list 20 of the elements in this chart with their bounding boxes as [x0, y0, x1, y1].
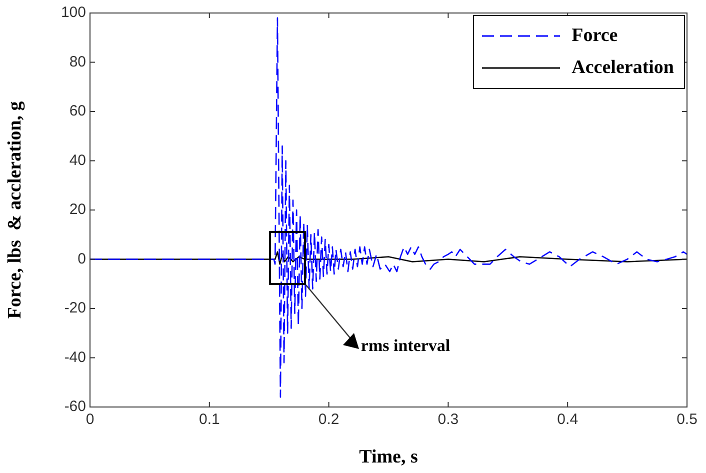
- legend-label: Acceleration: [572, 57, 674, 79]
- x-axis-title: Time, s: [359, 446, 418, 468]
- x-tick-label: 0.5: [676, 411, 698, 428]
- y-tick-label: -20: [64, 300, 86, 317]
- y-tick-label: 60: [69, 102, 86, 120]
- x-tick-label: 0.1: [198, 411, 220, 428]
- legend-label: Force: [572, 25, 618, 47]
- y-tick-label: -60: [64, 398, 86, 416]
- x-tick-label: 0.4: [557, 411, 578, 428]
- y-tick-label: 100: [60, 4, 86, 22]
- x-tick-label: 0.2: [318, 411, 340, 428]
- y-tick-label: -40: [64, 348, 86, 366]
- y-tick-label: 80: [69, 53, 86, 70]
- x-tick-label: 0.3: [438, 411, 459, 428]
- y-axis-title: Force, lbs & accleration, g: [4, 100, 26, 319]
- annotation: rms interval: [360, 336, 450, 356]
- y-tick-label: 20: [69, 201, 86, 218]
- line-series: [90, 17, 687, 398]
- y-tick-label: 0: [78, 250, 86, 268]
- y-tick-label: 40: [69, 152, 86, 169]
